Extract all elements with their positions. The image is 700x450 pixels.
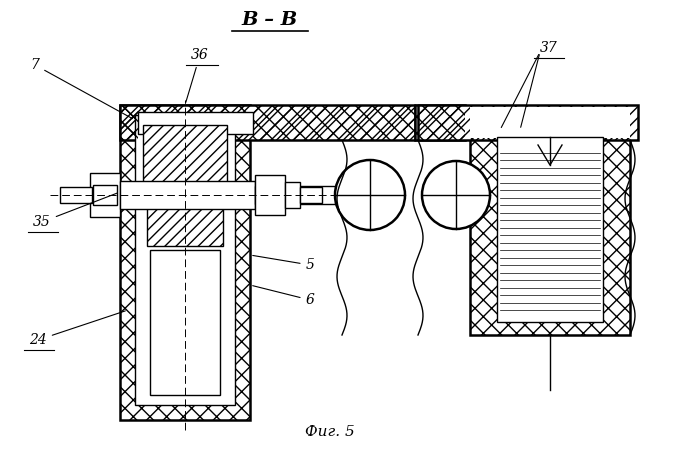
Bar [120, 105, 250, 420]
Bar [497, 137, 603, 322]
Bar [415, 105, 465, 140]
Bar [150, 250, 220, 395]
Bar [147, 188, 223, 246]
Bar [60, 187, 92, 203]
Bar [120, 105, 138, 140]
Bar [418, 105, 638, 140]
Bar [147, 188, 223, 246]
Bar [135, 115, 235, 405]
Bar [300, 187, 322, 203]
Text: 35: 35 [33, 193, 118, 229]
Bar [253, 105, 415, 140]
Bar [285, 182, 300, 208]
Text: 24: 24 [29, 311, 125, 347]
Bar [470, 107, 630, 138]
Text: Фиг. 5: Фиг. 5 [305, 425, 355, 439]
Text: 36: 36 [186, 48, 209, 102]
Bar [93, 185, 117, 205]
Bar [143, 125, 227, 188]
Bar [138, 112, 253, 134]
Bar [415, 105, 465, 140]
Text: 7: 7 [31, 58, 132, 119]
Bar [470, 135, 630, 335]
Bar [120, 105, 415, 140]
Bar [90, 173, 120, 217]
Text: 37: 37 [540, 41, 558, 55]
Bar [418, 105, 638, 140]
Ellipse shape [335, 160, 405, 230]
Text: 5: 5 [253, 256, 314, 272]
Bar [255, 186, 335, 204]
Bar [255, 175, 285, 215]
Bar [120, 181, 255, 209]
Bar [120, 105, 415, 140]
Bar [470, 135, 630, 335]
Bar [143, 125, 227, 188]
Bar [120, 105, 250, 420]
Text: В – В: В – В [242, 11, 298, 29]
Ellipse shape [422, 161, 490, 229]
Text: 6: 6 [253, 286, 314, 307]
